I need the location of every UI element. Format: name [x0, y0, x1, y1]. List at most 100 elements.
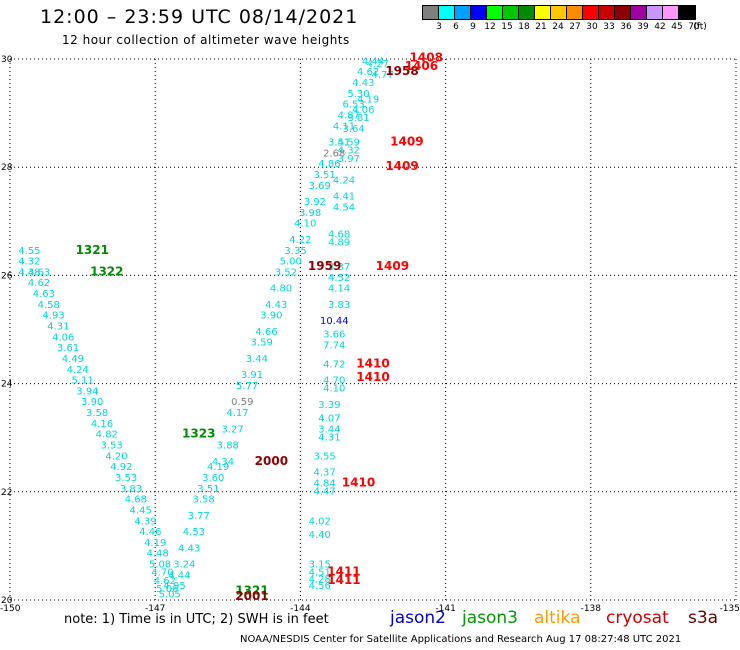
wave-height-label: 3.88 [217, 441, 239, 452]
color-scale-swatches [422, 5, 696, 20]
wave-height-label: 4.49 [62, 354, 84, 365]
wave-height-label: 4.45 [130, 505, 152, 516]
wave-height-label: 4.63 [28, 267, 50, 278]
color-scale-swatch [471, 6, 487, 19]
color-scale-swatch [439, 6, 455, 19]
wave-height-label: 3.64 [343, 124, 365, 135]
color-scale-swatch [663, 6, 679, 19]
page-title: 12:00 – 23:59 UTC 08/14/2021 [40, 6, 359, 28]
wave-height-label: 4.37 [313, 468, 335, 479]
wave-height-label: 4.41 [333, 192, 355, 203]
color-scale-swatch [455, 6, 471, 19]
wave-height-label: 3.66 [323, 330, 345, 341]
wave-height-label: 4.44 [362, 56, 384, 67]
color-scale-label: 21 [535, 22, 547, 32]
color-scale-label: 24 [552, 22, 564, 32]
wave-height-label: 4.95 [163, 581, 185, 592]
wave-height-label: 3.55 [313, 451, 335, 462]
x-tick-label: -138 [581, 604, 602, 614]
pass-time-label: 1410 [356, 356, 389, 370]
wave-height-label: 4.47 [313, 487, 335, 498]
wave-height-label: 4.87 [338, 111, 360, 122]
wave-height-label: 4.14 [328, 284, 350, 295]
wave-height-label: 4.68 [125, 495, 147, 506]
wave-height-label: 4.22 [289, 235, 311, 246]
wave-height-label: 5.06 [156, 584, 178, 595]
pass-time-label: 1958 [385, 64, 418, 78]
color-scale: 3 6 9 12 15 18 21 24 27 30 33 36 39 42 45 70 (ft) [422, 5, 707, 34]
wave-height-label: 4.51 [309, 568, 331, 579]
wave-height-label: 3.83 [120, 484, 142, 495]
pass-time-label: 1321 [235, 584, 268, 598]
y-tick-label: 30 [1, 55, 13, 65]
wave-height-label: 4.93 [42, 311, 64, 322]
wave-height-label: 0.59 [231, 397, 253, 408]
wave-height-label: 4.17 [226, 408, 248, 419]
color-scale-label: 39 [637, 22, 649, 32]
pass-time-label: 1406 [405, 59, 438, 73]
x-tick-label: -135 [720, 604, 740, 614]
legend-item-jason3: jason3 [462, 608, 518, 628]
wave-height-label: 4.43 [178, 543, 200, 554]
wave-height-label: 4.70 [323, 376, 345, 387]
wave-height-label: 4.27 [367, 59, 389, 70]
wave-height-label: 3.37 [328, 262, 350, 273]
y-tick-label: 20 [1, 596, 13, 606]
wave-height-label: 3.61 [57, 343, 79, 354]
chart-points: 4.554.324.384.634.624.634.584.934.314.06… [18, 51, 443, 603]
wave-height-label: 4.82 [96, 430, 118, 441]
wave-height-label: 4.46 [139, 527, 161, 538]
color-scale-label: 27 [569, 22, 581, 32]
wave-height-label: 4.38 [18, 267, 40, 278]
y-tick-label: 22 [1, 488, 12, 498]
color-scale-label: 9 [470, 22, 476, 32]
pass-time-label: 1322 [90, 264, 123, 278]
wave-height-label: 3.81 [347, 113, 369, 124]
color-scale-label: 33 [603, 22, 615, 32]
wave-height-label: 4.68 [328, 230, 350, 241]
wave-height-label: 4.40 [309, 530, 331, 541]
wave-height-label: 3.90 [81, 397, 103, 408]
pass-time-label: 1959 [308, 259, 341, 273]
color-scale-swatch [679, 6, 695, 19]
x-tick-label: -147 [145, 604, 165, 614]
wave-height-label: 4.16 [91, 419, 113, 430]
footer-credit: NOAA/NESDIS Center for Satellite Applica… [240, 634, 682, 645]
wave-height-label: 4.19 [357, 94, 379, 105]
color-scale-label: 3 [436, 22, 442, 32]
wave-height-label: 3.15 [309, 560, 331, 571]
wave-height-label: 4.58 [38, 300, 60, 311]
wave-height-label: 4.59 [338, 138, 360, 149]
wave-height-label: 4.92 [110, 462, 132, 473]
wave-height-label: 5.08 [149, 560, 171, 571]
color-scale-label: 45 [671, 22, 683, 32]
wave-height-label: 3.52 [275, 267, 297, 278]
color-scale-swatch [599, 6, 615, 19]
wave-height-label: 4.56 [309, 581, 331, 592]
wave-height-label: 4.28 [309, 575, 331, 586]
wave-height-label: 3.58 [192, 495, 214, 506]
color-scale-swatch [551, 6, 567, 19]
wave-height-label: 4.66 [255, 327, 277, 338]
color-scale-label: 42 [654, 22, 666, 32]
pass-time-label: 1408 [410, 51, 443, 65]
color-scale-swatch [583, 6, 599, 19]
wave-height-label: 4.84 [313, 478, 335, 489]
legend-item-altika: altika [534, 608, 581, 628]
pass-time-label: 1411 [327, 565, 360, 579]
wave-height-label: 3.53 [101, 441, 123, 452]
wave-height-label: 3.24 [173, 560, 195, 571]
x-tick-label: -141 [435, 604, 455, 614]
wave-height-label: 4.06 [52, 332, 74, 343]
color-scale-label: 70 [688, 22, 700, 32]
color-scale-swatch [535, 6, 551, 19]
wave-height-label: 4.43 [352, 78, 374, 89]
wave-height-label: 3.91 [241, 370, 263, 381]
wave-height-label: 5.77 [236, 381, 258, 392]
wave-height-label: 4.19 [207, 462, 229, 473]
pass-time-label: 1409 [390, 135, 423, 149]
pass-time-label: 1411 [327, 573, 360, 587]
color-scale-labels: 3 6 9 12 15 18 21 24 27 30 33 36 39 42 45 70 (ft) [422, 20, 707, 34]
wave-height-label: 5.30 [347, 89, 369, 100]
